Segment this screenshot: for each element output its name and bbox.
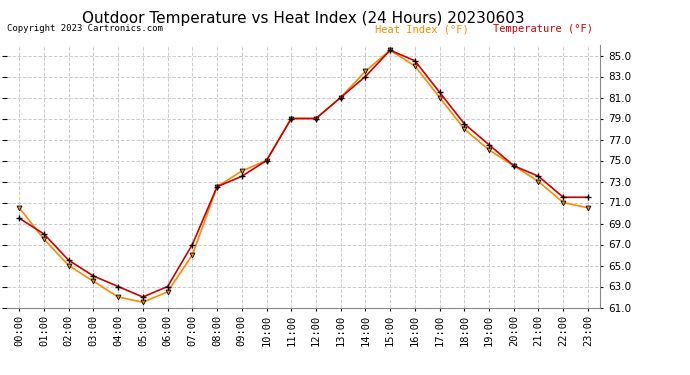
Text: Copyright 2023 Cartronics.com: Copyright 2023 Cartronics.com [7,24,163,33]
Text: Heat Index (°F): Heat Index (°F) [375,24,469,34]
Text: Temperature (°F): Temperature (°F) [493,24,593,34]
Text: Outdoor Temperature vs Heat Index (24 Hours) 20230603: Outdoor Temperature vs Heat Index (24 Ho… [82,11,525,26]
